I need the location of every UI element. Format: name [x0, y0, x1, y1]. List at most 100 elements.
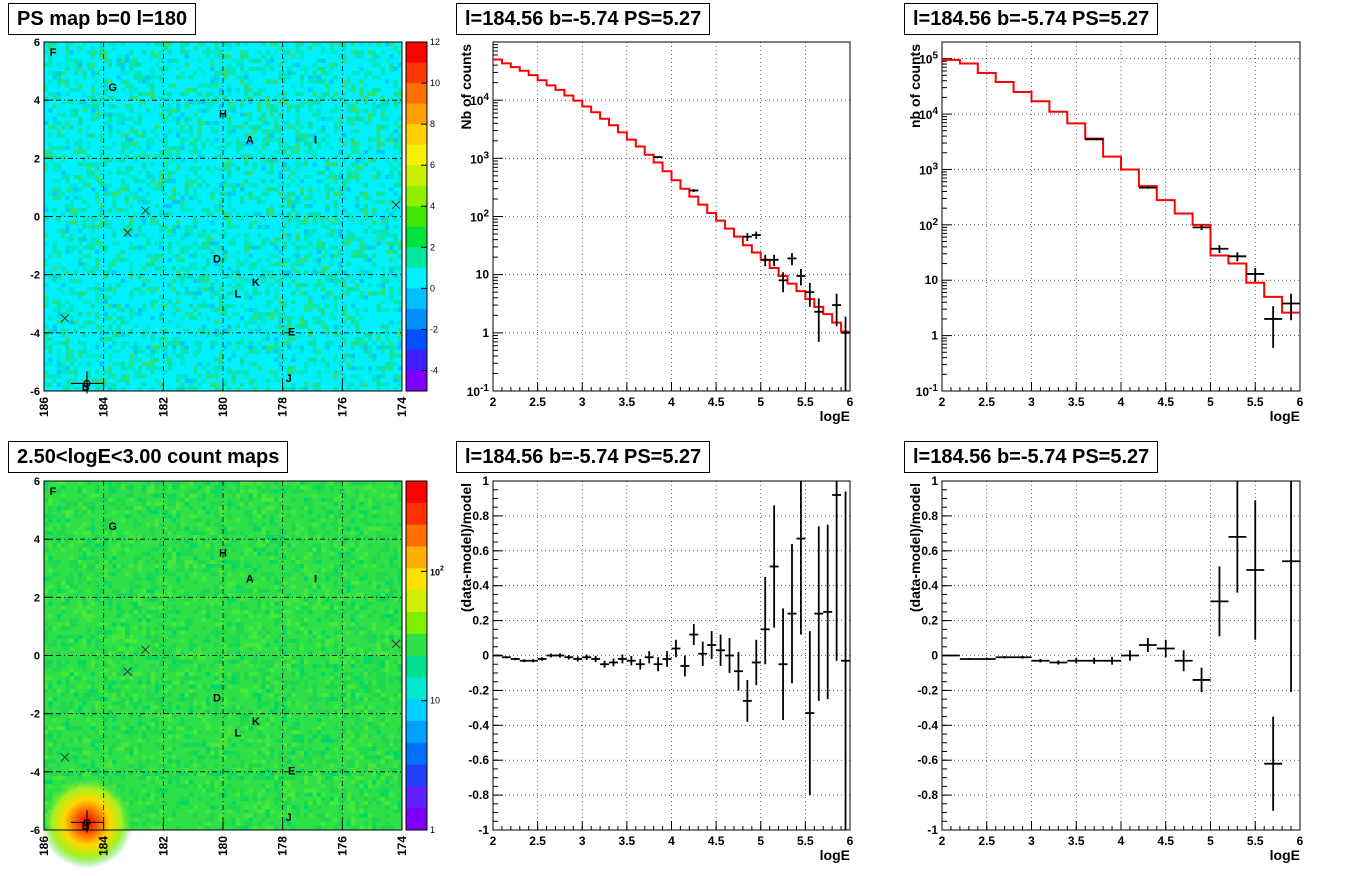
- data-point: [1174, 650, 1193, 672]
- y-tick-label: 10-1: [467, 383, 490, 399]
- x-tick-label: 174: [395, 836, 409, 856]
- data-point: [725, 638, 734, 673]
- y-tick-label: 0: [931, 649, 938, 663]
- data-point: [1264, 716, 1283, 811]
- x-tick-label: 178: [276, 836, 290, 856]
- data-point: [1156, 639, 1175, 658]
- x-axis-label: logE: [1270, 847, 1300, 863]
- data-point: [1228, 481, 1247, 593]
- data-point: [751, 231, 761, 240]
- y-tick-label: -0.6: [917, 753, 938, 767]
- y-tick-label: 1: [482, 326, 489, 340]
- source-label: E: [288, 326, 295, 338]
- y-tick-label: 0.8: [472, 509, 489, 523]
- data-point: [1282, 293, 1300, 321]
- x-tick-label: 4.5: [708, 834, 725, 848]
- data-point: [1031, 658, 1050, 663]
- series-1: [1085, 138, 1300, 348]
- y-tick-label: -0.2: [468, 683, 489, 697]
- source-label: K: [252, 277, 260, 289]
- map-panel-3: 186 184 182 180 178 176 174 6 4 2 0 -2 -4 -6 F G H A I D KL E…: [30, 476, 444, 869]
- data-point: [564, 654, 574, 660]
- source-label: L: [235, 728, 242, 740]
- data-point: [698, 641, 708, 666]
- source-label: L: [235, 289, 242, 301]
- y-tick-label: 6: [34, 476, 40, 488]
- y-tick-label: 0: [34, 651, 40, 663]
- source-label: B: [82, 821, 90, 833]
- y-tick-label: -6: [30, 825, 40, 837]
- data-point: [760, 576, 770, 665]
- x-tick-label: 3.5: [1068, 395, 1085, 409]
- x-tick-label: 5.5: [797, 834, 814, 848]
- x-tick-label: 4: [668, 395, 675, 409]
- y-tick-label: -0.8: [468, 788, 489, 802]
- source-cross: [391, 639, 401, 649]
- y-tick-label: 0: [34, 212, 40, 224]
- series-0: [493, 58, 850, 333]
- x-tick-label: 6: [1297, 834, 1304, 848]
- data-point: [510, 657, 520, 661]
- data-point: [1138, 638, 1157, 653]
- data-point: [493, 654, 502, 657]
- data-point: [689, 189, 699, 192]
- data-point: [653, 657, 663, 672]
- x-axis-label: logE: [820, 847, 850, 863]
- x-tick-label: 5: [1207, 395, 1214, 409]
- x-tick-label: 182: [156, 836, 170, 856]
- y-tick-label: 10: [925, 273, 939, 287]
- x-tick-label: 180: [216, 397, 230, 417]
- data-point: [832, 293, 842, 327]
- data-point: [769, 254, 779, 267]
- heatmap-cells: [44, 481, 403, 831]
- data-point: [689, 624, 699, 646]
- series-0: [493, 481, 850, 830]
- grid: [44, 481, 402, 830]
- source-label: J: [286, 373, 292, 385]
- color-palette: 102 10 1: [405, 480, 444, 835]
- data-point: [1246, 500, 1265, 640]
- map-panel-0: 186 184 182 180 178 176 174 6 4 2 0 -2 -4 -6 F G H A I D KL E…: [30, 37, 440, 417]
- y-tick-label: -0.6: [468, 753, 489, 767]
- y-tick-label: 0.8: [921, 509, 938, 523]
- data-point: [1138, 186, 1157, 189]
- y-tick-label: -2: [30, 709, 40, 721]
- data-point: [1282, 481, 1300, 693]
- y-tick-label: 1: [931, 474, 938, 488]
- data-point: [796, 269, 806, 286]
- y-tick-label: 102: [919, 217, 938, 233]
- y-tick-label: 10-1: [916, 383, 939, 399]
- z-tick-label: 6: [430, 160, 435, 170]
- z-tick-label: 10: [430, 78, 440, 88]
- x-tick-label: 5: [757, 834, 764, 848]
- source-label: D: [213, 693, 221, 705]
- chart-title-3: l=184.56 b=-5.74 PS=5.27: [904, 3, 1159, 35]
- data-point: [1085, 657, 1104, 664]
- data-point: [995, 656, 1014, 659]
- data-point: [555, 653, 565, 658]
- plot-panel-5: 2 2.5 3 3.5 4 4.5 5 5.5 6 1 0.8 0.6 0.4 0.2 0 -0.2 -0.4 -…: [907, 474, 1304, 863]
- y-tick-label: 10: [476, 268, 490, 282]
- data-point: [1228, 252, 1247, 262]
- y-tick-label: 1: [482, 474, 489, 488]
- z-tick-label: 0: [430, 283, 435, 293]
- x-tick-label: 174: [395, 397, 409, 417]
- x-tick-label: 2: [939, 834, 946, 848]
- x-tick-label: 2.5: [529, 395, 546, 409]
- data-point: [796, 481, 806, 635]
- x-tick-label: 3.5: [619, 395, 636, 409]
- y-tick-label: 2: [34, 153, 40, 165]
- series-1: [653, 156, 850, 391]
- x-tick-label: 184: [97, 836, 111, 856]
- x-tick-label: 180: [216, 836, 230, 856]
- data-point: [582, 654, 592, 661]
- series-0: [942, 481, 1300, 811]
- source-label: K: [252, 716, 260, 728]
- data-point: [519, 659, 529, 663]
- source-cross: [391, 200, 401, 210]
- data-point: [707, 631, 717, 659]
- x-tick-label: 2.5: [529, 834, 546, 848]
- data-point: [1192, 667, 1211, 693]
- data-point: [591, 655, 601, 663]
